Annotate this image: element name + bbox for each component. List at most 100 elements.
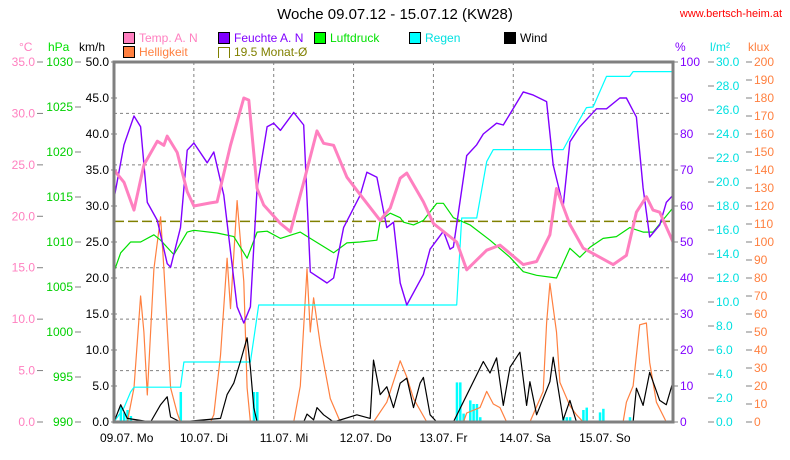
y-tick-label-humidity: 10 [680,379,694,393]
chart-title: Woche 09.07.12 - 15.07.12 (KW28) [277,6,513,23]
legend-swatch [218,32,230,44]
y-tick-label-brightness: 120 [754,199,774,213]
rain-bar [565,417,569,422]
y-tick-label-brightness: 40 [754,343,768,357]
y-tick-label-temp: 10.0 [12,312,36,326]
rain-bar [455,382,459,422]
legend-swatch [409,32,421,44]
y-tick-label-humidity: 90 [680,91,694,105]
y-tick-label-humidity: 0 [680,415,687,429]
y-tick-label-brightness: 30 [754,361,768,375]
y-tick-label-wind: 40.0 [86,127,110,141]
y-tick-label-rain: 18.0 [716,199,740,213]
y-tick-label-brightness: 140 [754,163,774,177]
legend-swatch [123,32,135,44]
unit-wind: km/h [79,40,106,54]
y-tick-label-wind: 15.0 [86,307,110,321]
y-tick-label-humidity: 80 [680,127,694,141]
rain-bar [598,412,602,422]
legend-label: Wind [520,31,548,45]
series-rain-total-line [113,70,673,423]
y-tick-label-pressure: 1030 [46,55,73,69]
legend-label: Temp. A. N [139,31,198,45]
y-tick-label-wind: 25.0 [86,235,110,249]
y-tick-label-rain: 8.0 [716,319,733,333]
y-tick-label-humidity: 50 [680,235,694,249]
y-tick-label-brightness: 160 [754,127,774,141]
y-tick-label-wind: 50.0 [86,55,110,69]
y-tick-label-brightness: 180 [754,91,774,105]
legend-label: Helligkeit [139,45,188,59]
y-tick-label-pressure: 1005 [46,280,73,294]
legend-pressure: Luftdruck [314,31,379,45]
series-temp-line [112,96,675,272]
y-tick-label-brightness: 70 [754,289,768,303]
legend-swatch [504,32,516,44]
y-tick-label-wind: 10.0 [86,343,110,357]
y-tick-label-rain: 24.0 [716,127,740,141]
y-tick-label-temp: 35.0 [12,55,36,69]
y-tick-label-brightness: 50 [754,325,768,339]
y-tick-label-brightness: 20 [754,379,768,393]
y-tick-label-brightness: 100 [754,235,774,249]
rain-bar [472,404,475,422]
legend-wind: Wind [504,31,547,45]
y-tick-label-brightness: 170 [754,109,774,123]
y-tick-label-brightness: 60 [754,307,768,321]
unit-humidity: % [675,40,686,54]
y-tick-label-humidity: 20 [680,343,694,357]
legend-brightness: Helligkeit [123,45,188,59]
x-tick-label: 12.07. Do [340,431,392,445]
y-tick-label-rain: 12.0 [716,271,740,285]
unit-pressure: hPa [48,40,70,54]
y-tick-label-temp: 5.0 [18,364,35,378]
y-tick-label-rain: 2.0 [716,391,733,405]
y-tick-label-brightness: 0 [754,415,761,429]
y-tick-label-wind: 35.0 [86,163,110,177]
rain-bar [475,404,479,422]
rain-bar [126,410,129,422]
rain-bar [459,382,462,422]
y-tick-label-pressure: 1010 [46,235,73,249]
y-tick-label-rain: 26.0 [716,103,740,117]
y-tick-label-pressure: 1020 [46,145,73,159]
y-tick-label-rain: 4.0 [716,367,733,381]
y-tick-label-brightness: 130 [754,181,774,195]
rain-bar [585,407,588,422]
rain-bar [628,417,632,422]
x-tick-label: 13.07. Fr [419,431,467,445]
rain-bar [119,406,123,422]
y-tick-label-brightness: 10 [754,397,768,411]
y-tick-label-rain: 14.0 [716,247,740,261]
unit-brightness: klux [748,40,770,54]
y-tick-label-brightness: 110 [754,217,773,231]
site-link[interactable]: www.bertsch-heim.at [679,8,782,20]
y-tick-label-wind: 45.0 [86,91,110,105]
x-tick-label: 14.07. Sa [499,431,551,445]
rain-bar [122,412,126,422]
x-tick-label: 11.07. Mi [260,431,308,445]
legend-label: Feuchte A. N [234,31,304,45]
y-tick-label-temp: 0.0 [18,415,35,429]
y-tick-label-pressure: 1015 [46,190,73,204]
rain-bar [179,392,183,422]
y-tick-label-wind: 30.0 [86,199,110,213]
y-tick-label-temp: 15.0 [12,261,36,275]
y-tick-label-pressure: 1025 [46,100,73,114]
x-tick-label: 15.07. So [579,431,631,445]
y-tick-label-brightness: 200 [754,55,774,69]
y-tick-label-rain: 28.0 [716,79,740,93]
series-humidity-line [113,91,674,324]
y-tick-label-temp: 30.0 [12,106,36,120]
y-tick-label-humidity: 40 [680,271,694,285]
y-tick-label-brightness: 80 [754,271,768,285]
rain-bar [256,392,259,422]
plot-border [112,60,675,424]
y-tick-label-humidity: 30 [680,307,694,321]
y-tick-label-rain: 20.0 [716,175,740,189]
y-tick-label-humidity: 100 [680,55,700,69]
legend-swatch [123,46,135,58]
legend-swatch [218,46,230,58]
y-tick-label-wind: 0.0 [92,415,109,429]
y-tick-label-humidity: 70 [680,163,694,177]
